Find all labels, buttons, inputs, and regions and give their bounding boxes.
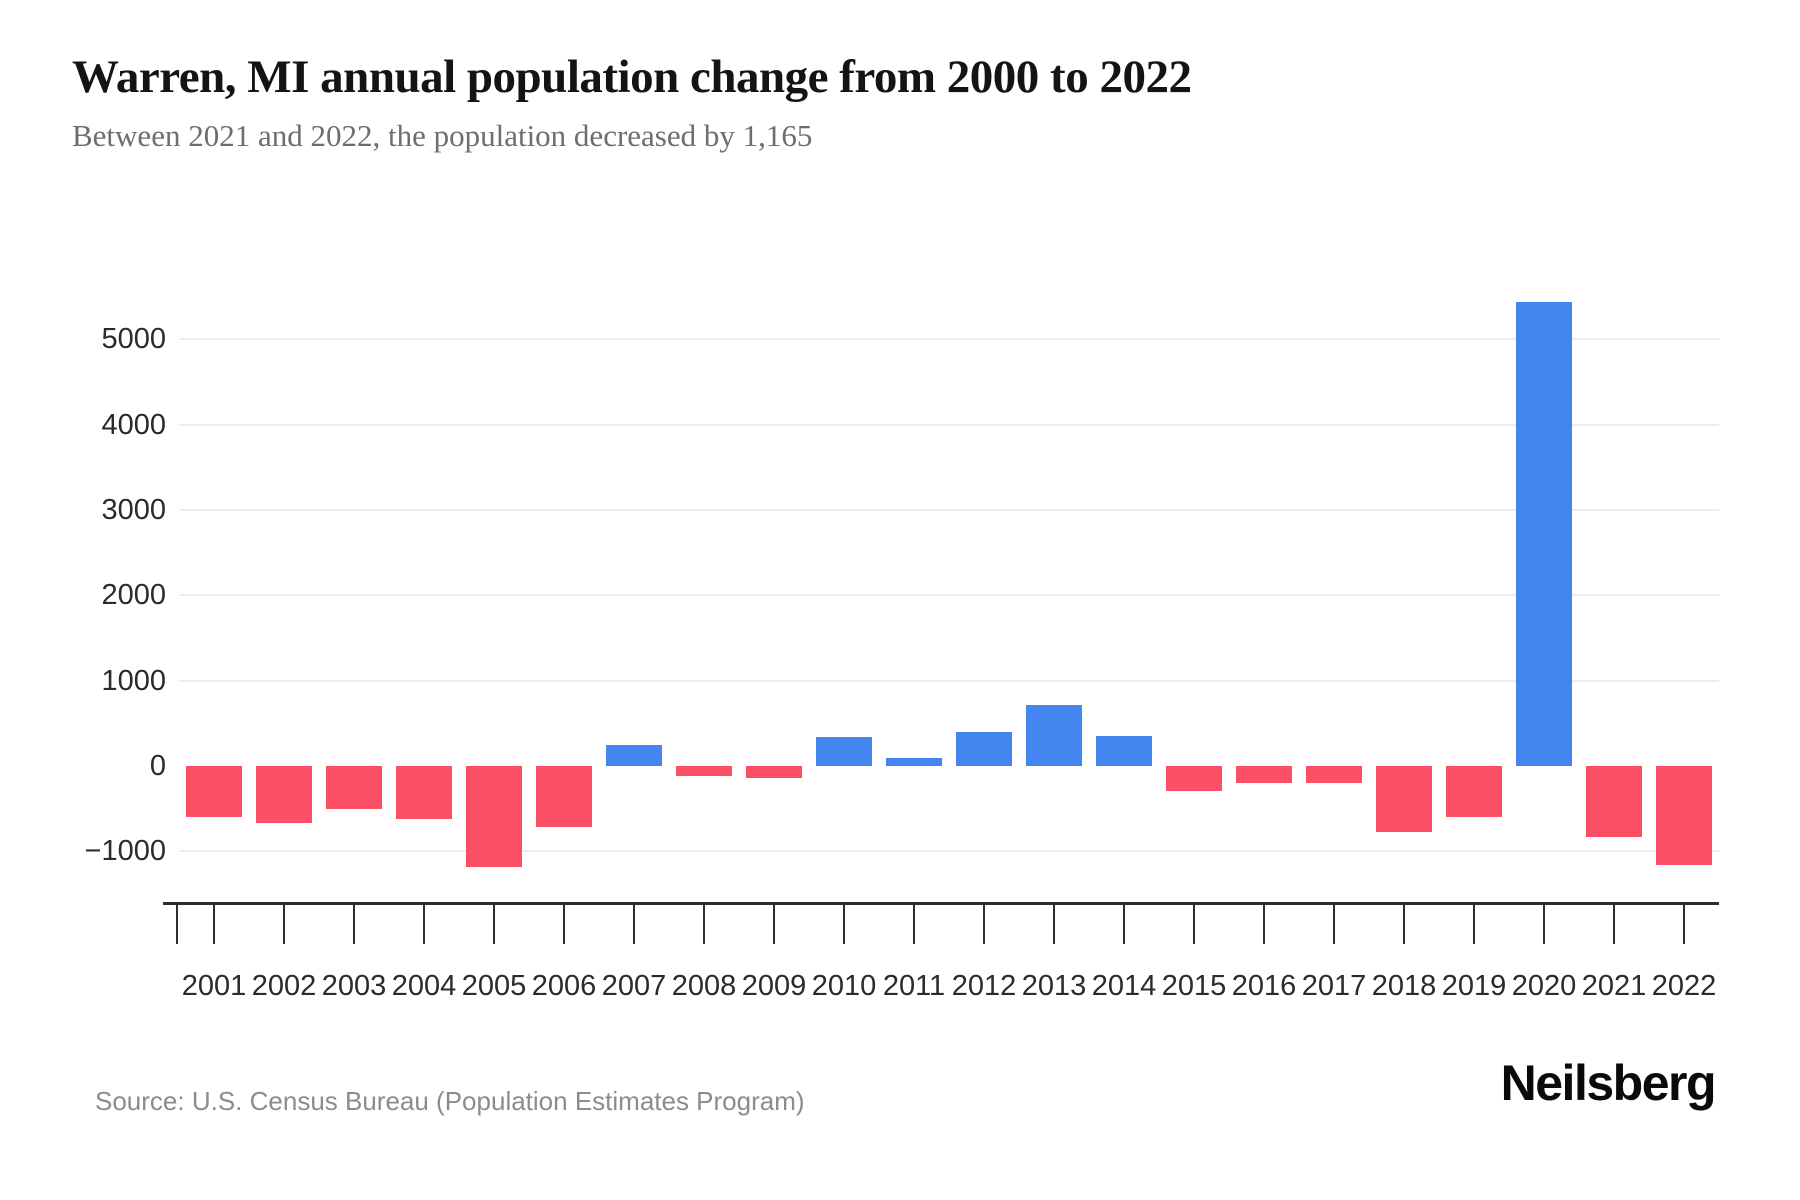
bar[interactable]: [186, 766, 242, 818]
y-tick-label: 2000: [101, 579, 166, 612]
x-tick: [843, 903, 845, 944]
x-tick: [563, 903, 565, 944]
x-tick-label: 2005: [461, 970, 527, 1002]
bar[interactable]: [1446, 766, 1502, 817]
x-tick: [1683, 903, 1685, 944]
x-tick: [1123, 903, 1125, 944]
x-tick: [1543, 903, 1545, 944]
bar[interactable]: [956, 732, 1012, 766]
bar[interactable]: [1586, 766, 1642, 837]
x-tick: [283, 903, 285, 944]
bar[interactable]: [1306, 766, 1362, 783]
axis-start-tick: [176, 903, 178, 944]
gridline: [179, 423, 1719, 426]
bar[interactable]: [676, 766, 732, 777]
y-tick-label: 5000: [101, 323, 166, 356]
x-tick-label: 2007: [601, 970, 667, 1002]
gridline: [179, 338, 1719, 341]
x-tick-label: 2010: [811, 970, 877, 1002]
x-tick-label: 2004: [391, 970, 457, 1002]
x-tick: [213, 903, 215, 944]
bar[interactable]: [816, 736, 872, 766]
x-tick-label: 2018: [1371, 970, 1437, 1002]
bar[interactable]: [536, 766, 592, 827]
bar[interactable]: [746, 766, 802, 779]
x-tick-label: 2002: [251, 970, 317, 1002]
bar[interactable]: [326, 766, 382, 809]
x-tick: [423, 903, 425, 944]
x-tick-label: 2014: [1091, 970, 1157, 1002]
x-tick-label: 2011: [882, 970, 946, 1002]
x-tick: [493, 903, 495, 944]
bar[interactable]: [1096, 735, 1152, 766]
bar[interactable]: [1236, 766, 1292, 784]
x-tick: [983, 903, 985, 944]
x-tick-label: 2008: [671, 970, 737, 1002]
x-tick: [1333, 903, 1335, 944]
bar[interactable]: [1026, 705, 1082, 766]
x-tick: [633, 903, 635, 944]
y-tick-label: −1000: [84, 835, 166, 868]
x-tick-label: 2006: [531, 970, 597, 1002]
x-tick-label: 2012: [951, 970, 1017, 1002]
bar[interactable]: [466, 766, 522, 867]
bar[interactable]: [1166, 766, 1222, 791]
bar[interactable]: [256, 766, 312, 824]
x-axis-line: [163, 902, 1719, 905]
x-tick: [353, 903, 355, 944]
chart-subtitle: Between 2021 and 2022, the population de…: [72, 118, 813, 153]
bar[interactable]: [886, 757, 942, 766]
x-tick: [913, 903, 915, 944]
x-tick-label: 2013: [1021, 970, 1087, 1002]
bar[interactable]: [606, 744, 662, 766]
x-tick-label: 2017: [1301, 970, 1367, 1002]
x-tick: [1263, 903, 1265, 944]
bar[interactable]: [1516, 301, 1572, 766]
x-tick-label: 2003: [321, 970, 387, 1002]
bar[interactable]: [396, 766, 452, 819]
bar[interactable]: [1656, 766, 1712, 866]
x-tick: [1193, 903, 1195, 944]
gridline: [179, 594, 1719, 597]
x-tick: [1613, 903, 1615, 944]
x-tick-label: 2019: [1441, 970, 1507, 1002]
brand-logo: Neilsberg: [1500, 1055, 1717, 1111]
x-tick-label: 2016: [1231, 970, 1297, 1002]
y-tick-label: 3000: [101, 493, 166, 526]
x-tick-label: 2001: [181, 970, 247, 1002]
x-tick-label: 2020: [1511, 970, 1577, 1002]
bar[interactable]: [1376, 766, 1432, 832]
y-tick-label: 0: [149, 750, 166, 782]
y-tick-label: 4000: [101, 408, 166, 441]
chart-title: Warren, MI annual population change from…: [72, 51, 1192, 103]
gridline: [179, 508, 1719, 511]
x-tick: [703, 903, 705, 944]
x-tick: [1053, 903, 1055, 944]
gridline: [179, 679, 1719, 682]
x-tick: [773, 903, 775, 944]
x-tick-label: 2015: [1161, 970, 1227, 1002]
x-tick-label: 2021: [1581, 970, 1647, 1002]
source-note: Source: U.S. Census Bureau (Population E…: [95, 1086, 805, 1116]
gridline: [179, 850, 1719, 853]
y-tick-label: 1000: [101, 664, 166, 697]
x-tick-label: 2009: [741, 970, 807, 1002]
x-tick-label: 2022: [1651, 970, 1717, 1002]
x-tick: [1473, 903, 1475, 944]
x-tick: [1403, 903, 1405, 944]
